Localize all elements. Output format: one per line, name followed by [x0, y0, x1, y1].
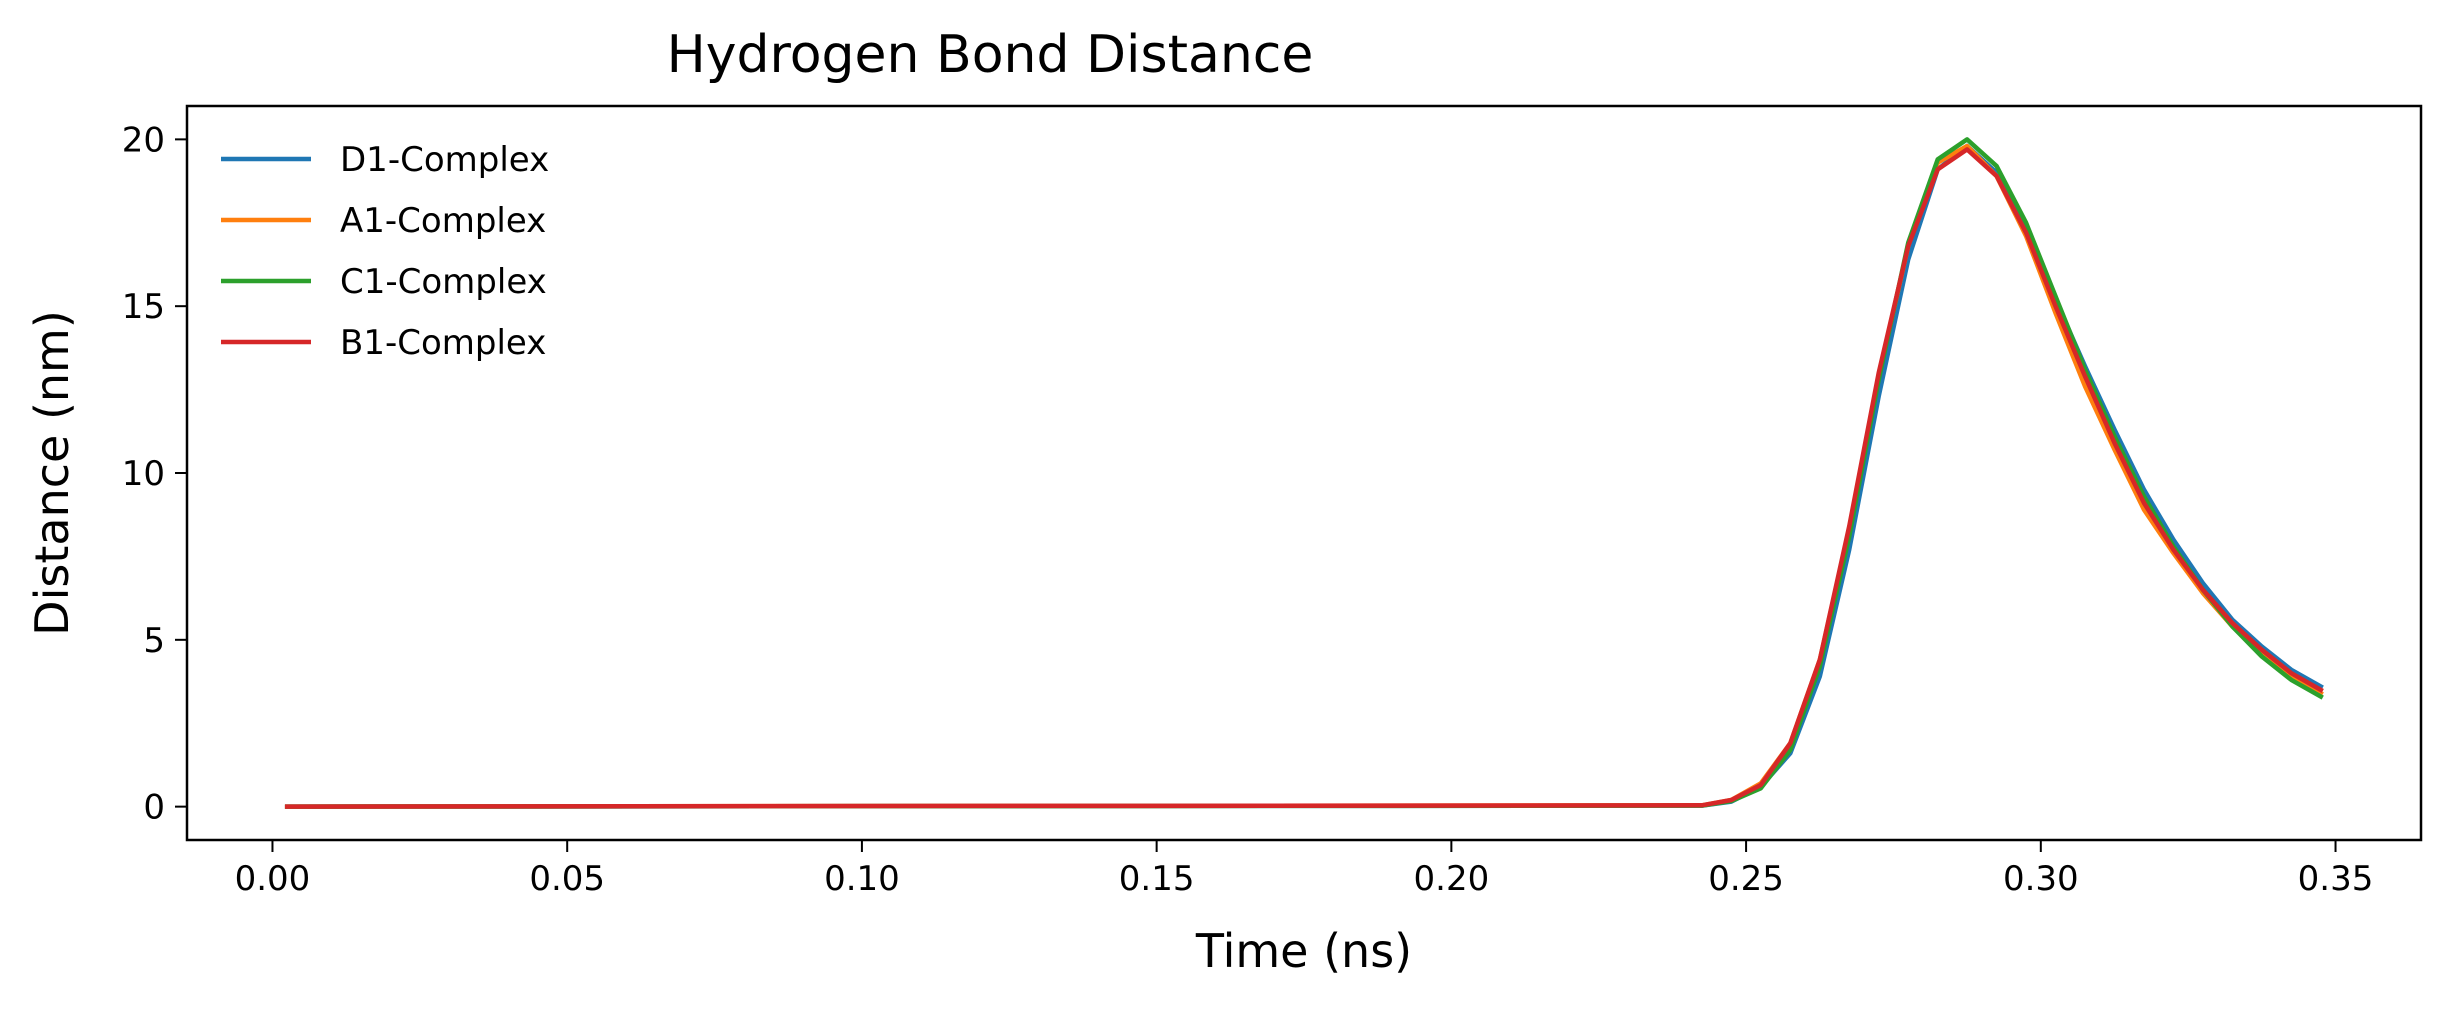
series-line-3 [284, 147, 2324, 809]
y-tick-label: 15 [122, 287, 165, 327]
chart-title: Hydrogen Bond Distance [667, 25, 1314, 85]
y-tick-label: 20 [122, 120, 165, 160]
x-tick-label: 0.35 [2298, 859, 2374, 899]
x-tick-label: 0.25 [1708, 859, 1784, 899]
legend-label-2: C1-Complex [340, 262, 547, 302]
plot-lines [284, 137, 2324, 809]
y-axis-label: Distance (nm) [25, 310, 79, 636]
x-tick-label: 0.10 [824, 859, 900, 899]
legend: D1-Complex A1-Complex C1-Complex B1-Complex [221, 140, 549, 363]
legend-label-3: B1-Complex [340, 323, 546, 363]
x-tick-label: 0.05 [529, 859, 605, 899]
y-tick-label: 5 [143, 621, 165, 661]
legend-label-0: D1-Complex [340, 140, 549, 180]
x-tick-label: 0.30 [2003, 859, 2079, 899]
x-tick-label: 0.15 [1119, 859, 1195, 899]
x-axis: 0.00 0.05 0.10 0.15 0.20 0.25 0.30 0.35 [235, 840, 2374, 899]
x-tick-label: 0.00 [235, 859, 311, 899]
y-tick-label: 0 [143, 788, 165, 828]
y-tick-label: 10 [122, 454, 165, 494]
x-axis-label: Time (ns) [1195, 924, 1412, 978]
x-tick-label: 0.20 [1414, 859, 1490, 899]
y-axis: 0 5 10 15 20 [122, 120, 187, 828]
legend-label-1: A1-Complex [340, 201, 546, 241]
